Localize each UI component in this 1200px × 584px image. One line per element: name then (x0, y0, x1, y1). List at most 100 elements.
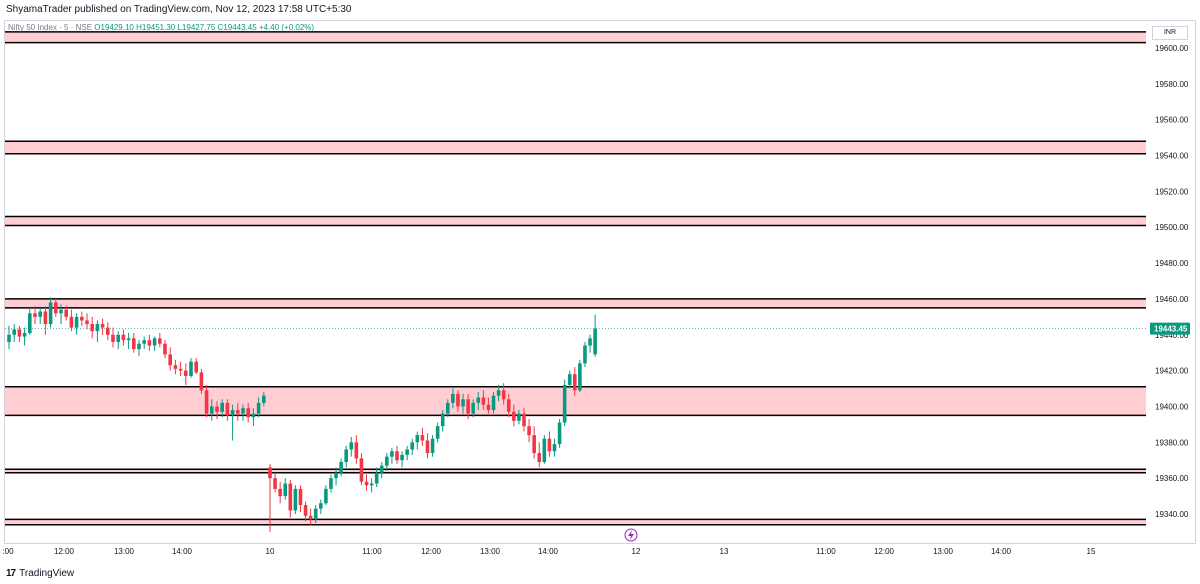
candle-body (168, 354, 172, 366)
candle-body (324, 488, 328, 504)
candle-body (522, 413, 526, 427)
candle-body (537, 453, 542, 463)
candle-body (517, 413, 521, 421)
candle-body (147, 340, 152, 346)
candle-body (395, 451, 399, 461)
candle-body (199, 372, 204, 391)
legend-change: +4.40 (+0.02%) (258, 23, 315, 32)
candle-body (354, 442, 359, 459)
candle-body (251, 413, 256, 418)
candle-body (246, 408, 250, 418)
candle-body (339, 462, 343, 473)
candle-body (506, 399, 511, 412)
zone-fill (5, 469, 1146, 473)
y-tick-label: 19560.00 (1155, 116, 1189, 125)
candle-body (85, 320, 89, 325)
candle-body (262, 395, 266, 403)
candle-body (552, 444, 557, 452)
y-tick-label: 19380.00 (1155, 438, 1189, 447)
y-tick-label: 19600.00 (1155, 44, 1189, 53)
candle-body (308, 515, 313, 520)
candle-body (293, 488, 298, 511)
candle-body (163, 343, 167, 355)
candle-body (12, 329, 16, 335)
y-tick-label: 19500.00 (1155, 223, 1189, 232)
publish-text: ShyamaTrader published on TradingView.co… (6, 4, 352, 15)
candle-body (137, 343, 141, 350)
x-tick-label: 12:00 (54, 547, 75, 556)
symbol-legend: Nifty 50 Index · 5 · NSE O19429.10 H1945… (8, 23, 314, 32)
candle-body (28, 313, 32, 333)
candle-body (142, 340, 146, 344)
candle-body (74, 316, 79, 328)
x-tick-label: 11:00 (362, 547, 382, 556)
candle-body (43, 311, 48, 325)
y-tick-label: 19400.00 (1155, 402, 1189, 411)
x-tick-label: 14:00 (991, 547, 1012, 556)
candle-body (435, 426, 440, 439)
x-tick-label: 13:00 (933, 547, 954, 556)
zone-fill (5, 519, 1146, 525)
legend-high: H19451.30 (136, 23, 176, 32)
candle-body (303, 505, 308, 516)
candle-body (210, 406, 214, 414)
y-tick-label: 19360.00 (1155, 474, 1189, 483)
candle-body (440, 413, 445, 427)
candle-body (481, 397, 486, 405)
candle-body (256, 402, 261, 414)
candle-body (410, 442, 415, 450)
candle-body (349, 442, 354, 450)
x-tick-label: 13 (720, 547, 729, 556)
candle-body (547, 438, 552, 452)
candle-body (562, 384, 567, 423)
candle-body (486, 404, 491, 411)
candle-body (456, 393, 460, 407)
candle-body (184, 370, 188, 376)
x-tick-label: 13:00 (480, 547, 501, 556)
candle-body (283, 483, 288, 497)
candle-body (230, 410, 235, 416)
legend-low: L19427.75 (177, 23, 216, 32)
candle-body (573, 374, 577, 391)
candle-body (491, 395, 496, 411)
candle-body (132, 338, 136, 350)
candle-body (59, 309, 63, 314)
x-tick-label: 14:00 (538, 547, 559, 556)
candle-body (512, 411, 516, 421)
candle-body (466, 399, 470, 414)
candle-body (268, 467, 272, 479)
candle-body (48, 302, 53, 325)
candle-body (400, 454, 404, 461)
candle-body (38, 311, 42, 317)
candle-body (593, 328, 597, 355)
x-tick-label: 12:00 (874, 547, 895, 556)
candle-body (22, 332, 27, 337)
candle-body (369, 483, 374, 486)
candle-body (557, 422, 562, 445)
candle-body (152, 338, 157, 346)
last-price-label: 19443.45 (1154, 325, 1188, 334)
footer-brand[interactable]: TradingView (19, 568, 75, 579)
tradingview-logo-icon: 17 (6, 568, 16, 579)
legend-close: C19443.45 (217, 23, 257, 32)
candle-body (111, 334, 115, 342)
x-tick-label: 10 (266, 547, 275, 556)
zone-fill (5, 141, 1146, 154)
candle-body (425, 440, 430, 454)
candle-body (390, 451, 394, 457)
candle-body (567, 374, 572, 385)
candle-body (329, 478, 333, 489)
candle-body (334, 472, 338, 479)
candle-body (204, 390, 209, 414)
candle-body (7, 334, 11, 342)
candle-body (90, 324, 94, 332)
publish-bar: ShyamaTrader published on TradingView.co… (0, 0, 1200, 18)
legend-open: O19429.10 (94, 23, 134, 32)
candle-body (178, 368, 183, 371)
candle-body (461, 399, 465, 407)
candle-body (532, 435, 536, 454)
currency-button[interactable]: INR (1152, 26, 1188, 40)
x-tick-label: 11:00 (816, 547, 836, 556)
candle-body (501, 390, 506, 400)
